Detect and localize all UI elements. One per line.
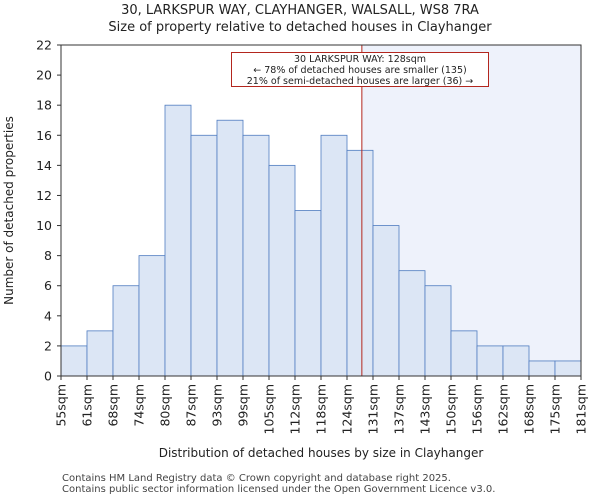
histogram-bar bbox=[450, 330, 478, 377]
x-tick-label: 156sqm bbox=[470, 384, 485, 434]
x-tick-label: 68sqm bbox=[106, 384, 121, 427]
footer-line2: Contains public sector information licen… bbox=[62, 484, 496, 495]
y-tick-label: 16 bbox=[36, 128, 52, 143]
x-tick-label: 168sqm bbox=[522, 384, 537, 434]
x-tick-label: 74sqm bbox=[132, 384, 147, 427]
histogram-bar bbox=[476, 345, 504, 377]
y-axis-ticks: 0 2 4 6 8 10 12 14 16 18 20 22 bbox=[36, 38, 61, 384]
histogram-bar bbox=[268, 164, 296, 377]
histogram-bar bbox=[398, 270, 426, 377]
y-tick-label: 0 bbox=[44, 369, 52, 384]
x-axis-ticks: 55sqm 61sqm 68sqm 74sqm 80sqm 87sqm 93sqm 99sqm… bbox=[54, 376, 589, 434]
x-tick-label: 131sqm bbox=[366, 384, 381, 434]
y-tick-label: 18 bbox=[36, 98, 52, 113]
histogram-bar bbox=[320, 134, 348, 377]
y-tick-label: 22 bbox=[36, 38, 52, 53]
annotation-box: 30 LARKSPUR WAY: 128sqm ← 78% of detache… bbox=[231, 52, 489, 87]
x-tick-label: 105sqm bbox=[262, 384, 277, 434]
x-tick-label: 137sqm bbox=[392, 384, 407, 434]
y-axis-label: Number of detached properties bbox=[2, 116, 16, 305]
x-tick-label: 99sqm bbox=[236, 384, 251, 427]
x-tick-label: 150sqm bbox=[444, 384, 459, 434]
annotation-line3: 21% of semi-detached houses are larger (… bbox=[246, 76, 474, 87]
x-tick-label: 87sqm bbox=[184, 384, 199, 427]
chart-title-line1: 30, LARKSPUR WAY, CLAYHANGER, WALSALL, W… bbox=[121, 3, 479, 18]
histogram-bar bbox=[86, 330, 114, 377]
histogram-bar bbox=[112, 285, 140, 377]
x-tick-label: 124sqm bbox=[340, 384, 355, 434]
histogram-bar bbox=[294, 210, 322, 377]
y-tick-label: 12 bbox=[36, 188, 52, 203]
annotation-line1: 30 LARKSPUR WAY: 128sqm bbox=[293, 54, 427, 65]
x-tick-label: 162sqm bbox=[496, 384, 511, 434]
y-tick-label: 4 bbox=[44, 308, 52, 323]
x-tick-label: 61sqm bbox=[80, 384, 95, 427]
histogram-bar bbox=[60, 345, 88, 377]
annotation-line2: ← 78% of detached houses are smaller (13… bbox=[253, 65, 467, 76]
chart-title-line2: Size of property relative to detached ho… bbox=[108, 20, 492, 35]
x-tick-label: 112sqm bbox=[288, 384, 303, 434]
x-tick-label: 175sqm bbox=[548, 384, 563, 434]
histogram-bar bbox=[190, 134, 218, 377]
histogram-bar bbox=[502, 345, 530, 377]
histogram-bar bbox=[216, 119, 244, 377]
x-tick-label: 118sqm bbox=[314, 384, 329, 434]
histogram-bar bbox=[372, 225, 400, 377]
histogram-bar bbox=[528, 360, 556, 377]
histogram-bar bbox=[554, 360, 582, 377]
histogram-bar bbox=[138, 255, 166, 377]
x-tick-label: 143sqm bbox=[418, 384, 433, 434]
footer-line1: Contains HM Land Registry data © Crown c… bbox=[62, 473, 451, 484]
x-tick-label: 181sqm bbox=[574, 384, 589, 434]
histogram-bar bbox=[242, 134, 270, 377]
y-tick-label: 20 bbox=[36, 68, 52, 83]
x-tick-label: 80sqm bbox=[158, 384, 173, 427]
bars bbox=[60, 104, 582, 377]
histogram-bar bbox=[346, 149, 374, 377]
histogram-bar bbox=[164, 104, 192, 377]
x-axis-label: Distribution of detached houses by size … bbox=[159, 446, 484, 460]
y-tick-label: 6 bbox=[44, 278, 52, 293]
y-tick-label: 2 bbox=[44, 338, 52, 353]
y-tick-label: 14 bbox=[36, 158, 52, 173]
y-tick-label: 10 bbox=[36, 218, 52, 233]
y-tick-label: 8 bbox=[44, 248, 52, 263]
x-tick-label: 55sqm bbox=[54, 384, 69, 427]
x-tick-label: 93sqm bbox=[210, 384, 225, 427]
histogram-bar bbox=[424, 285, 452, 377]
